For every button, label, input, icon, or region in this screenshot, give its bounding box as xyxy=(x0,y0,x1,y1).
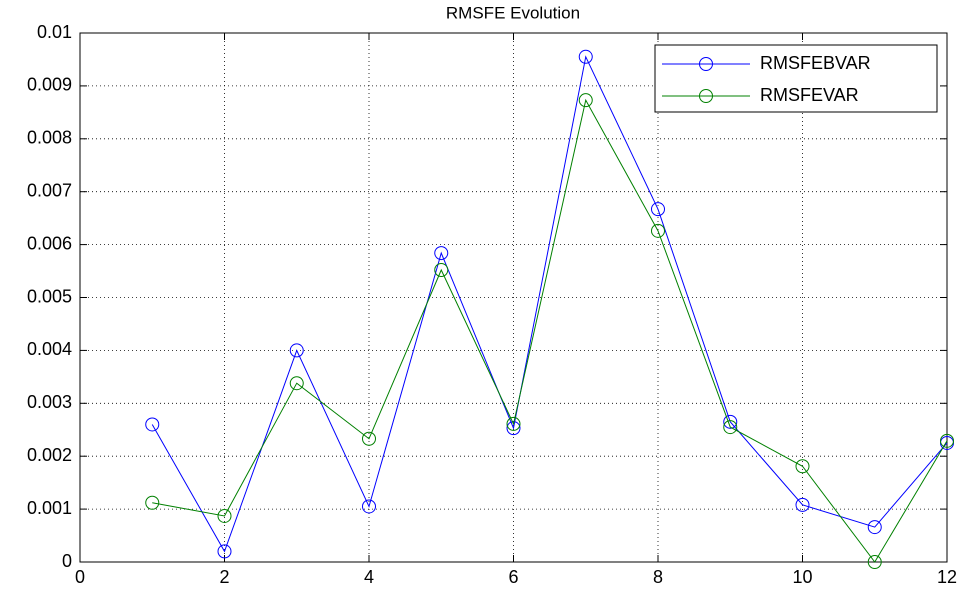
x-tick-label: 4 xyxy=(364,567,374,587)
data-point xyxy=(867,520,882,535)
y-tick-label: 0.004 xyxy=(27,339,72,359)
data-point xyxy=(145,417,160,432)
data-point xyxy=(578,93,593,108)
data-point xyxy=(651,202,665,217)
data-point xyxy=(434,246,449,261)
data-point xyxy=(940,433,954,448)
data-point xyxy=(578,49,593,64)
plot-frame xyxy=(79,32,948,563)
data-point xyxy=(145,495,160,510)
series-line xyxy=(151,55,948,553)
data-point xyxy=(867,555,882,569)
x-tick-label: 8 xyxy=(653,567,663,587)
y-tick-label: 0 xyxy=(62,551,72,571)
legend-label: RMSFEBVAR xyxy=(760,53,871,73)
data-point xyxy=(506,416,521,431)
legend: RMSFEBVAR RMSFEVAR xyxy=(654,44,938,113)
y-tick-label: 0.006 xyxy=(27,233,72,253)
legend-marker xyxy=(699,57,713,71)
data-point xyxy=(434,262,449,277)
legend-label: RMSFEVAR xyxy=(760,85,859,105)
chart-title: RMSFE Evolution xyxy=(446,3,580,22)
y-tick-label: 0.005 xyxy=(27,286,72,306)
x-tick-label: 0 xyxy=(75,567,85,587)
data-point xyxy=(723,420,738,435)
y-tick-label: 0.007 xyxy=(27,180,72,200)
y-tick-label: 0.003 xyxy=(27,392,72,412)
data-point xyxy=(651,223,665,238)
data-point xyxy=(723,414,738,429)
x-tick-label: 6 xyxy=(508,567,518,587)
y-tick-label: 0.001 xyxy=(27,498,72,518)
data-point xyxy=(289,376,304,391)
series-line xyxy=(152,98,948,563)
data-point xyxy=(795,459,810,474)
data-point xyxy=(795,497,810,512)
y-tick-label: 0.008 xyxy=(27,128,72,148)
legend-marker xyxy=(699,89,713,103)
y-tick-label: 0.002 xyxy=(27,445,72,465)
y-tick-label: 0.009 xyxy=(27,75,72,95)
x-tick-label: 10 xyxy=(792,567,812,587)
data-point xyxy=(217,544,232,559)
x-tick-label: 2 xyxy=(219,567,229,587)
data-point xyxy=(362,499,376,514)
y-tick-label: 0.01 xyxy=(37,22,72,42)
data-point xyxy=(289,343,304,358)
data-point xyxy=(217,508,232,523)
x-tick-label: 12 xyxy=(937,567,957,587)
data-point xyxy=(362,431,376,446)
